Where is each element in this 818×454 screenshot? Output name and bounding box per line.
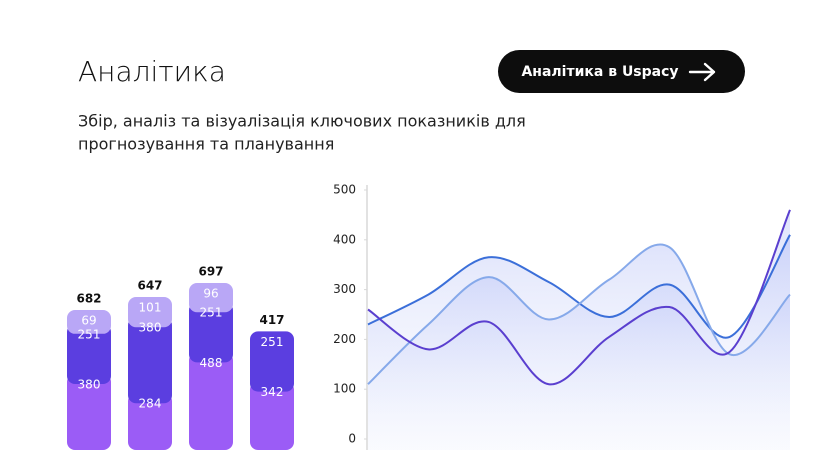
line (367, 209, 791, 386)
segment-label: 251 (78, 327, 101, 341)
bar-segment (128, 393, 172, 450)
total-label: 682 (76, 292, 101, 306)
segment-label: 284 (139, 397, 162, 411)
segment-label: 380 (78, 378, 101, 392)
button-bg[interactable] (498, 50, 745, 93)
bar-segment (128, 317, 172, 404)
total-label: 647 (137, 279, 162, 293)
y-tick-label: 300 (333, 282, 356, 296)
segment-label: 488 (200, 356, 223, 370)
bar-segment (189, 352, 233, 450)
area (368, 209, 790, 450)
subtitle-line: прогнозування та планування (78, 135, 334, 154)
bar-segment (250, 381, 294, 450)
button-label[interactable]: Аналітика в Uspacy (521, 64, 678, 80)
bar-segment (128, 297, 172, 328)
segment-label: 69 (81, 314, 96, 328)
y-tick-label: 100 (333, 382, 356, 396)
segment-label: 251 (261, 335, 284, 349)
total-label: 697 (198, 265, 223, 279)
segment-label: 342 (261, 385, 284, 399)
cta-button[interactable]: Аналітика в Uspacy (498, 50, 745, 93)
bar-segment (250, 331, 294, 392)
subtitle-line: Збір, аналіз та візуалізація ключових по… (78, 112, 526, 131)
line (367, 234, 791, 339)
title: Аналітика (78, 55, 226, 88)
bar-segment (189, 302, 233, 363)
bar-segment (67, 310, 111, 334)
segment-label: 96 (203, 287, 218, 301)
segment-label: 101 (139, 301, 162, 315)
bar-segment (67, 374, 111, 450)
y-tick-label: 400 (333, 232, 356, 246)
bar-segment (189, 283, 233, 313)
bar-segment (67, 323, 111, 384)
segment-label: 251 (200, 306, 223, 320)
arrow-icon[interactable] (688, 62, 716, 82)
y-tick-label: 500 (333, 183, 356, 197)
y-tick-label: 0 (348, 432, 356, 446)
segment-label: 380 (139, 321, 162, 335)
y-tick-label: 200 (333, 332, 356, 346)
total-label: 417 (259, 313, 284, 327)
